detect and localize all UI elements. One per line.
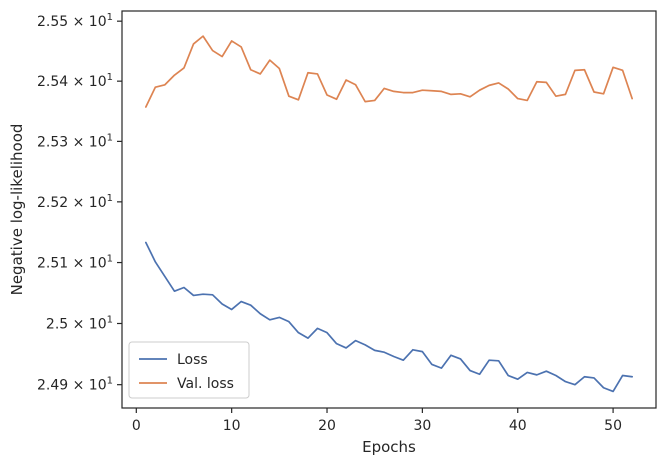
y-tick-label: 2.53 × 101 xyxy=(37,132,113,150)
y-axis-label: Negative log-likelihood xyxy=(8,124,26,296)
y-tick-label: 2.54 × 101 xyxy=(37,72,113,90)
y-tick-mantissa: 2.53 xyxy=(37,134,68,150)
legend-box xyxy=(128,341,250,399)
y-tick-mantissa: 2.54 xyxy=(37,74,68,90)
y-tick-times: × 10 xyxy=(68,378,106,394)
y-tick-times: × 10 xyxy=(68,316,106,332)
series-line-loss xyxy=(144,241,634,393)
y-tick-label: 2.52 × 101 xyxy=(37,193,113,211)
y-tick-label: 2.51 × 101 xyxy=(37,254,113,272)
y-tick-exponent: 1 xyxy=(107,376,113,387)
y-tick-times: × 10 xyxy=(68,195,106,211)
y-tick-times: × 10 xyxy=(68,74,106,90)
x-tick-label: 40 xyxy=(509,418,527,434)
y-tick-exponent: 1 xyxy=(107,314,113,325)
y-tick-mantissa: 2.52 xyxy=(37,195,68,211)
plot-frame xyxy=(121,10,657,409)
legend-label: Val. loss xyxy=(177,376,234,392)
y-tick-exponent: 1 xyxy=(107,193,113,204)
x-tick-label: 10 xyxy=(223,418,241,434)
legend: Loss Val. loss xyxy=(128,341,250,399)
x-tick-label: 0 xyxy=(132,418,141,434)
y-tick-mantissa: 2.55 xyxy=(37,14,68,30)
y-tick-exponent: 1 xyxy=(107,72,113,83)
y-tick-mantissa: 2.51 xyxy=(37,256,68,272)
y-tick-label: 2.55 × 101 xyxy=(37,12,113,30)
y-tick-times: × 10 xyxy=(68,134,106,150)
x-tick-label: 50 xyxy=(604,418,622,434)
x-axis-label: Epochs xyxy=(362,438,416,456)
y-tick-times: × 10 xyxy=(68,256,106,272)
y-tick-exponent: 1 xyxy=(107,254,113,265)
legend-label: Loss xyxy=(177,352,208,368)
series-line-val-loss xyxy=(144,35,634,108)
y-tick-exponent: 1 xyxy=(107,12,113,23)
y-tick-mantissa: 2.49 xyxy=(37,378,68,394)
x-tick-label: 20 xyxy=(318,418,336,434)
x-axis: 0 10 20 30 40 50 xyxy=(132,408,622,434)
x-tick-label: 30 xyxy=(413,418,431,434)
y-tick-label: 2.49 × 101 xyxy=(37,376,113,394)
y-tick-label: 2.5 × 101 xyxy=(46,314,113,332)
y-tick-exponent: 1 xyxy=(107,132,113,143)
y-tick-times: × 10 xyxy=(68,14,106,30)
y-tick-mantissa: 2.5 xyxy=(46,316,68,332)
series-layer xyxy=(144,35,634,393)
